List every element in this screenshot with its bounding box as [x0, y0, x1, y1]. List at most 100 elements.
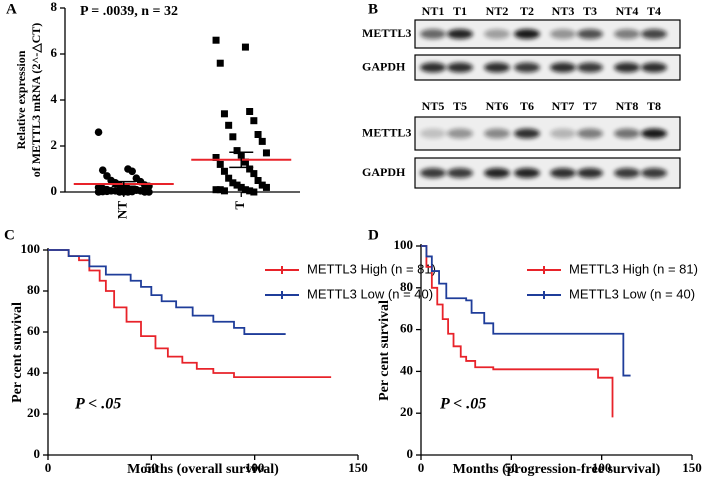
lane-label: T6: [520, 99, 534, 113]
blot-band: [447, 29, 473, 39]
data-point: [212, 186, 220, 194]
y-tick-label: 60: [400, 321, 413, 336]
y-axis-label: Per cent survival: [377, 300, 392, 401]
y-tick-label: 0: [34, 446, 41, 461]
blot-band: [577, 168, 603, 178]
x-tick-label: 150: [348, 460, 368, 475]
data-point: [250, 117, 258, 125]
y-tick-label: 8: [51, 0, 58, 14]
y-tick-label: 80: [400, 279, 413, 294]
chart-title: P = .0039, n = 32: [80, 4, 178, 19]
blot-band: [614, 128, 640, 139]
y-tick-label: 20: [400, 404, 413, 419]
lane-label: T7: [583, 99, 597, 113]
x-axis-label: Months (overall survival): [127, 462, 279, 477]
blot-band: [447, 62, 473, 73]
data-point: [216, 59, 224, 67]
error-bar: [111, 180, 136, 187]
row-label: GAPDH: [362, 165, 406, 179]
blot-band: [484, 128, 510, 139]
blot-band: [577, 128, 603, 139]
lane-label: NT8: [616, 99, 639, 113]
blot-band: [484, 62, 510, 73]
y-tick-label: 80: [27, 282, 40, 297]
data-point: [241, 158, 249, 166]
lane-label: T5: [453, 99, 467, 113]
y-tick-label: 40: [27, 364, 40, 379]
data-point: [241, 43, 249, 51]
legend-label: METTL3 Low (n = 40): [569, 286, 695, 301]
data-point: [220, 110, 228, 118]
data-point: [250, 188, 258, 196]
blot-band: [550, 128, 576, 139]
data-point: [103, 187, 111, 196]
data-point: [237, 183, 245, 191]
legend-label: METTL3 High (n = 81): [569, 261, 698, 276]
blot-band: [447, 168, 473, 178]
lane-label: NT4: [616, 4, 639, 18]
blot-band: [614, 168, 640, 178]
data-point: [132, 186, 141, 194]
blot-band: [641, 29, 667, 39]
blot-band: [641, 128, 667, 139]
data-point: [220, 187, 228, 195]
blot-band: [420, 168, 446, 178]
blot-band: [577, 62, 603, 73]
error-bar: [229, 151, 254, 169]
lane-label: T8: [647, 99, 661, 113]
blot-band: [420, 128, 446, 139]
data-point: [212, 36, 220, 44]
annotation: P < .05: [74, 396, 121, 413]
blot-band: [550, 168, 576, 178]
blot-band: [514, 168, 540, 178]
blot-band: [514, 29, 540, 39]
x-tick-label: 0: [45, 460, 52, 475]
data-point: [254, 131, 262, 138]
blot-band: [550, 62, 576, 73]
lane-label: T1: [453, 4, 467, 18]
panel-label: B: [368, 1, 378, 17]
data-point: [246, 165, 254, 173]
blot-band: [641, 62, 667, 73]
data-point: [229, 179, 237, 187]
panel-label: A: [6, 1, 17, 17]
data-point: [233, 147, 241, 155]
blot-band: [514, 128, 540, 139]
panel-label: C: [4, 227, 15, 243]
blot-band: [484, 29, 510, 39]
data-point: [254, 177, 262, 184]
lane-label: NT6: [486, 99, 509, 113]
data-point: [262, 149, 270, 157]
y-axis-label: Per cent survival: [10, 302, 25, 403]
legend-label: METTL3 High (n = 81): [307, 261, 436, 276]
x-axis-label: Months (progression-free survival): [453, 462, 661, 477]
survival-curve: [48, 249, 286, 335]
lane-label: T3: [583, 4, 597, 18]
data-point: [212, 154, 220, 161]
blot-band: [614, 29, 640, 39]
lane-label: NT1: [422, 4, 445, 18]
y-tick-label: 0: [51, 183, 58, 198]
x-tick-label: T: [232, 201, 247, 210]
blot-band: [420, 29, 446, 39]
data-point: [216, 160, 224, 168]
blot-band: [484, 168, 510, 178]
y-tick-label: 100: [394, 237, 414, 252]
blot-band: [614, 62, 640, 73]
data-point: [262, 183, 270, 191]
data-point: [229, 133, 237, 141]
lane-label: T4: [647, 4, 661, 18]
lane-label: NT2: [486, 4, 509, 18]
data-point: [246, 187, 254, 195]
y-tick-label: 6: [51, 45, 58, 60]
lane-label: NT3: [552, 4, 575, 18]
row-label: METTL3: [362, 125, 411, 139]
row-label: METTL3: [362, 26, 411, 40]
y-tick-label: 60: [27, 323, 40, 338]
data-point: [246, 108, 254, 115]
x-tick-label: NT: [115, 201, 130, 219]
y-tick-label: 0: [407, 446, 414, 461]
x-tick-label: 150: [682, 460, 702, 475]
data-point: [220, 167, 228, 175]
